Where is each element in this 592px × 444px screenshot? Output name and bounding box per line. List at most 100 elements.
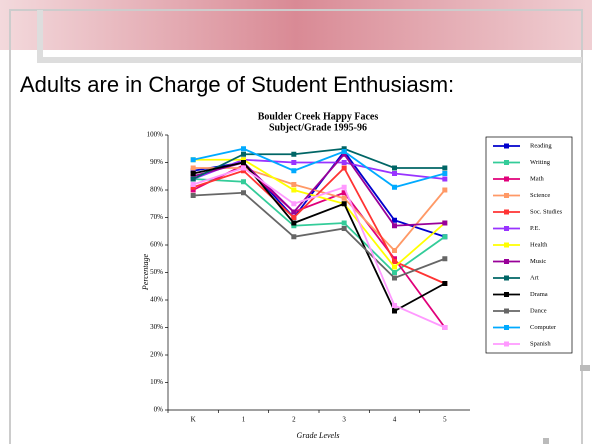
legend-marker <box>504 193 509 198</box>
legend-label: Soc. Studies <box>530 208 563 215</box>
data-point <box>341 190 347 196</box>
legend-label: Writing <box>530 159 551 166</box>
series-line <box>193 191 446 280</box>
data-point <box>341 184 347 190</box>
data-point <box>341 201 347 207</box>
data-point <box>190 184 196 190</box>
data-point <box>392 184 397 190</box>
y-tick-label: 60% <box>150 241 163 249</box>
data-point <box>392 256 397 262</box>
data-point <box>190 176 196 182</box>
data-point <box>341 149 347 154</box>
legend-label: Dance <box>530 307 547 314</box>
data-point <box>392 270 397 275</box>
data-point <box>241 168 246 174</box>
data-point <box>241 157 246 163</box>
data-point <box>291 215 297 220</box>
data-point <box>392 275 397 281</box>
legend-label: Science <box>530 192 550 199</box>
frame <box>9 9 583 444</box>
data-point <box>392 223 397 229</box>
x-tick-label: 4 <box>393 416 397 424</box>
legend-label: Reading <box>530 142 552 149</box>
legend-marker <box>504 341 509 347</box>
legend-label: Spanish <box>530 340 551 347</box>
data-point <box>392 165 397 171</box>
chart-subtitle: Subject/Grade 1995-96 <box>269 122 367 133</box>
y-tick-label: 90% <box>150 158 163 166</box>
data-point <box>190 157 196 163</box>
data-point <box>392 248 397 253</box>
data-point <box>341 226 347 231</box>
data-point <box>291 220 297 226</box>
data-point <box>291 182 297 187</box>
legend-marker <box>504 226 509 231</box>
legend-label: Music <box>530 258 546 265</box>
series-line <box>192 167 446 329</box>
legend-label: P.E. <box>530 225 540 232</box>
legend-marker <box>504 160 509 165</box>
data-point <box>291 223 297 229</box>
data-point <box>241 162 246 168</box>
data-point <box>241 190 246 196</box>
data-point <box>341 146 347 152</box>
y-tick-label: 40% <box>150 296 163 304</box>
y-tick-label: 80% <box>150 186 163 194</box>
legend-label: Computer <box>530 324 557 331</box>
data-point <box>392 259 397 264</box>
chart-title: Boulder Creek Happy Faces <box>258 111 379 122</box>
data-point <box>291 234 297 240</box>
data-point <box>291 160 297 165</box>
x-tick-label: 1 <box>242 416 246 424</box>
data-point <box>241 151 246 157</box>
legend-marker <box>504 143 509 149</box>
x-tick-label: 5 <box>443 416 447 424</box>
data-point <box>291 201 297 207</box>
x-axis-label: Grade Levels <box>297 431 340 440</box>
x-tick-label: 3 <box>342 416 346 424</box>
data-point <box>190 173 196 179</box>
data-point <box>392 264 397 270</box>
data-point <box>392 308 397 314</box>
data-point <box>190 193 196 198</box>
data-point <box>341 165 347 171</box>
data-point <box>291 151 297 157</box>
data-point <box>341 160 347 165</box>
data-point <box>291 209 297 215</box>
data-point <box>442 256 448 262</box>
data-point <box>241 179 246 185</box>
legend-label: Drama <box>530 291 548 298</box>
legend-label: Art <box>530 274 539 281</box>
legend-marker <box>504 242 509 248</box>
data-point <box>190 168 196 174</box>
series-line <box>192 147 445 180</box>
header-band <box>0 0 592 50</box>
data-point <box>341 151 347 157</box>
data-point <box>392 217 397 223</box>
data-point <box>190 171 196 176</box>
series-line <box>192 161 446 313</box>
series-line <box>193 178 446 274</box>
series-line <box>192 164 446 329</box>
y-tick-label: 50% <box>150 268 163 276</box>
x-tick-label: K <box>191 416 196 424</box>
data-point <box>190 182 196 187</box>
legend-label: Math <box>530 175 544 182</box>
y-tick-label: 20% <box>150 351 163 359</box>
data-point <box>442 171 448 176</box>
legend-marker <box>504 209 509 215</box>
data-point <box>341 220 347 226</box>
legend-marker <box>504 308 509 314</box>
y-tick-label: 100% <box>147 131 164 139</box>
y-tick-label: 30% <box>150 323 163 331</box>
data-point <box>291 187 297 193</box>
y-tick-label: 0% <box>154 406 164 414</box>
data-point <box>442 234 448 240</box>
x-tick-label: 2 <box>292 416 296 424</box>
data-point <box>442 187 448 193</box>
data-point <box>241 165 246 171</box>
data-point <box>392 171 397 176</box>
data-point <box>291 168 297 174</box>
legend-marker <box>504 325 509 330</box>
